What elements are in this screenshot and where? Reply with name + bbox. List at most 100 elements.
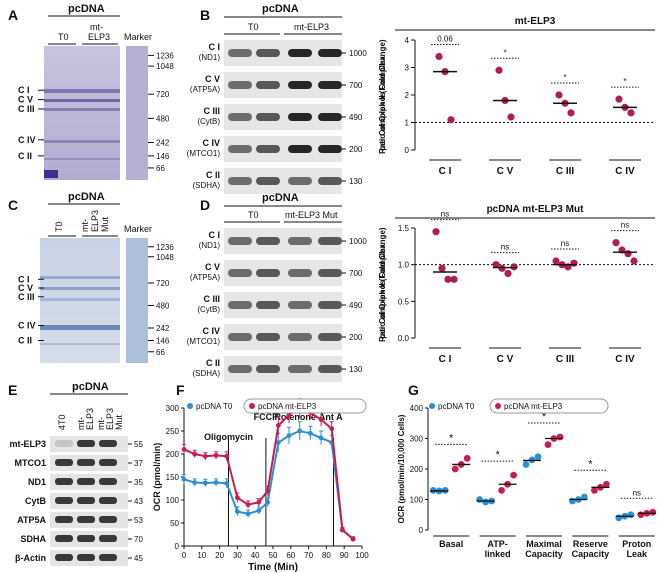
blot-complex-name: C III xyxy=(203,106,220,116)
series-line xyxy=(183,406,354,540)
blot-band xyxy=(318,365,342,373)
data-point xyxy=(556,433,564,441)
blot-band xyxy=(256,237,280,245)
panel-e: E pcDNA 4T0 mt-ELP3 mt-ELP3Mut mt-ELP3 55… xyxy=(8,381,143,566)
blot-band xyxy=(288,269,312,277)
blot-band xyxy=(228,177,252,185)
series-point xyxy=(286,433,292,438)
significance-label: ns xyxy=(561,239,569,248)
blot-band xyxy=(77,497,95,504)
significance-label: 0.06 xyxy=(437,35,453,44)
data-point xyxy=(438,264,446,272)
data-point xyxy=(510,471,517,479)
blot-size: 70 xyxy=(134,535,143,544)
blot-band xyxy=(318,145,342,153)
marker-value: 1236 xyxy=(156,243,174,252)
series-point xyxy=(318,435,324,441)
blot-band xyxy=(318,49,342,57)
marker-title: Marker xyxy=(124,32,152,42)
blot-subunit: (ATP5A) xyxy=(190,85,220,94)
blot-row-label: mt-ELP3 xyxy=(9,439,46,449)
blot-band xyxy=(228,365,252,373)
blot-band xyxy=(77,516,95,523)
blot-subunit: (ND1) xyxy=(199,241,221,250)
blot-band xyxy=(288,49,312,57)
x-tick-label: 0 xyxy=(182,551,187,560)
category-label: C V xyxy=(497,166,514,177)
blot-subunit: (ATP5A) xyxy=(190,273,220,282)
lane-label-t0: T0 xyxy=(248,22,259,32)
blot-band xyxy=(288,81,312,89)
blot-band xyxy=(99,535,117,542)
blot-band xyxy=(318,333,342,341)
blot-band xyxy=(228,333,252,341)
blot-band xyxy=(228,269,252,277)
panel-letter: D xyxy=(200,197,210,213)
data-point xyxy=(627,109,635,117)
data-point xyxy=(581,493,588,501)
blot-subunit: (CytB) xyxy=(197,305,220,314)
complex-label: C V xyxy=(18,95,33,105)
lane-label-t0: T0 xyxy=(58,32,69,42)
blot-band xyxy=(228,81,252,89)
legend-box xyxy=(489,398,609,414)
panel-letter: A xyxy=(8,7,18,23)
gel-bands xyxy=(44,89,120,178)
data-point xyxy=(498,264,506,272)
scatter-plot-d: pcDNA mt-ELP3 Mut 0.0 0.5 1.0 1.5 Ratio of Ox… xyxy=(378,204,655,365)
x-tick-label: 90 xyxy=(340,551,349,560)
y-axis-label: OCR (pmol/min) xyxy=(152,443,162,512)
category-label: ATP-linked xyxy=(485,539,511,559)
blot-row-label: β-Actin xyxy=(15,553,46,563)
y-tick-label: 200 xyxy=(410,465,424,474)
marker-value: 242 xyxy=(156,138,170,147)
blot-size: 43 xyxy=(134,497,143,506)
marker-value: 66 xyxy=(156,164,165,173)
lane-label-mt-elp3: mt-ELP3 xyxy=(294,22,329,32)
data-point xyxy=(624,250,632,258)
y-tick-label: 2 xyxy=(405,91,410,100)
blot-complex-name: C II xyxy=(206,170,220,180)
gel-bands xyxy=(40,276,120,345)
data-point xyxy=(534,453,542,461)
lane-label-mt-elp3: mt-ELP3 xyxy=(88,22,110,42)
series-point xyxy=(275,440,281,445)
western-blots: C I(ND1) 1000 C V(ATP5A) 700 C III(CytB) 490 C… xyxy=(187,228,367,382)
blot-subunit: (SDHA) xyxy=(192,369,220,378)
y-tick-label: 1.5 xyxy=(398,224,410,233)
marker-value: 1048 xyxy=(156,253,174,262)
blot-band xyxy=(256,365,280,373)
scatter-plot-b: mt-ELP3 0 1 2 3 4 Ratio of Oxphos Complexper C… xyxy=(378,16,655,177)
complex-label: C II xyxy=(18,151,32,161)
marker-value: 242 xyxy=(156,324,170,333)
series-point xyxy=(329,426,335,432)
y-tick-label: 250 xyxy=(166,427,180,436)
blot-band xyxy=(99,497,117,504)
blot-band xyxy=(256,49,280,57)
blot-complex-name: C I xyxy=(208,42,220,52)
blot-band xyxy=(256,269,280,277)
series-point xyxy=(202,453,208,459)
blot-band xyxy=(288,237,312,245)
blot-row-label: ATP5A xyxy=(17,515,46,525)
series-point xyxy=(235,495,240,501)
data-point xyxy=(510,263,518,271)
category-label: C IV xyxy=(615,354,635,365)
lane-label-t0: T0 xyxy=(54,221,64,232)
blot-band xyxy=(55,478,73,485)
data-point xyxy=(444,275,452,283)
lane-label-mut: mt-ELP3 Mut xyxy=(285,210,338,220)
marker-value: 480 xyxy=(156,302,170,311)
legend-label: pcDNA T0 xyxy=(196,402,233,411)
series-point xyxy=(275,423,281,428)
category-label: C I xyxy=(439,166,452,177)
blot-band xyxy=(77,554,95,561)
data-point xyxy=(451,465,459,473)
blot-band xyxy=(55,516,73,523)
y-tick-label: 3 xyxy=(405,64,410,73)
legend-label: pcDNA mt-ELP3 xyxy=(258,402,317,411)
blot-size: 700 xyxy=(349,269,363,278)
marker-value: 720 xyxy=(156,279,170,288)
complex-label: C I xyxy=(18,85,30,95)
